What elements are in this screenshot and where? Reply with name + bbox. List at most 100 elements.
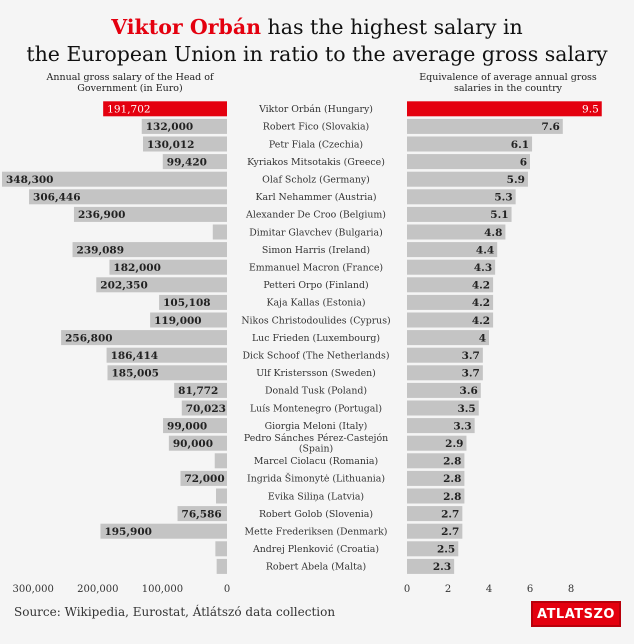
ratio-bar-label: 3.5 bbox=[457, 403, 475, 415]
leader-name-label: Evika Siliņa (Latvia) bbox=[268, 491, 364, 502]
ratio-bar bbox=[407, 330, 489, 346]
atlatszo-logo: ATLATSZO bbox=[531, 601, 621, 627]
salary-bar bbox=[61, 330, 228, 346]
salary-bar bbox=[168, 435, 227, 451]
salary-bar bbox=[215, 541, 227, 557]
salary-axis-tick-label: 200,000 bbox=[77, 584, 118, 595]
ratio-bar-label: 4.2 bbox=[472, 297, 490, 309]
leader-name-label: Dick Schoof (The Netherlands) bbox=[242, 351, 389, 362]
ratio-bar-label: 4.8 bbox=[484, 227, 502, 239]
salary-axis-tick-label: 100,000 bbox=[142, 584, 183, 595]
leader-name-label: Olaf Scholz (Germany) bbox=[262, 175, 370, 186]
leader-name-label: Mette Frederiksen (Denmark) bbox=[245, 527, 388, 538]
leader-name-label: Petr Fiala (Czechia) bbox=[269, 139, 363, 150]
leader-name-label: Luís Montenegro (Portugal) bbox=[250, 403, 382, 414]
ratio-bar bbox=[407, 242, 498, 258]
salary-bar-label: 182,000 bbox=[113, 262, 161, 274]
salary-bar bbox=[103, 101, 227, 117]
ratio-axis-tick-label: 4 bbox=[486, 584, 492, 595]
leader-name-label: Dimitar Glavchev (Bulgaria) bbox=[249, 227, 383, 238]
salary-bar bbox=[143, 136, 227, 152]
leader-name-label: Luc Frieden (Luxembourg) bbox=[252, 333, 380, 344]
salary-bar bbox=[159, 294, 227, 310]
salary-bar bbox=[216, 558, 227, 574]
salary-bar-label: 130,012 bbox=[147, 139, 195, 151]
leader-name-label: Ingrida Šimonytė (Lithuania) bbox=[247, 473, 385, 485]
leader-name-label: Kaja Kallas (Estonia) bbox=[266, 298, 365, 309]
ratio-bar-label: 3.7 bbox=[462, 368, 480, 380]
title-line-1-rest: has the highest salary in bbox=[261, 15, 523, 39]
ratio-bar-label: 4.3 bbox=[474, 262, 492, 274]
salary-bar-label: 81,772 bbox=[178, 385, 218, 397]
ratio-bar-label: 3.3 bbox=[453, 420, 471, 432]
salary-bar-label: 185,005 bbox=[111, 368, 159, 380]
ratio-bar bbox=[407, 277, 494, 293]
ratio-bar bbox=[407, 101, 602, 117]
leader-name-label: Emmanuel Macron (France) bbox=[249, 263, 383, 274]
leader-name-label: Ulf Kristersson (Sweden) bbox=[256, 368, 376, 379]
ratio-bar bbox=[407, 206, 512, 222]
leader-name-label: Kyriakos Mitsotakis (Greece) bbox=[247, 157, 385, 168]
salary-bar bbox=[72, 242, 227, 258]
chart-canvas: 191,702 Viktor Orbán (Hungary) 9.5 132,000 R… bbox=[2, 101, 602, 595]
ratio-bar bbox=[407, 558, 455, 574]
salary-bar-label: 236,900 bbox=[78, 209, 126, 221]
ratio-bar-label: 5.1 bbox=[490, 209, 508, 221]
ratio-bar bbox=[407, 259, 496, 275]
ratio-bar bbox=[407, 224, 506, 240]
ratio-bar-label: 9.5 bbox=[582, 104, 599, 116]
chart-title: Viktor Orbán has the highest salary in t… bbox=[0, 14, 634, 68]
salary-bar bbox=[141, 118, 227, 134]
salary-bar-label: 119,000 bbox=[154, 315, 202, 327]
ratio-bar bbox=[407, 400, 479, 416]
salary-bar bbox=[100, 523, 227, 539]
ratio-bar bbox=[407, 294, 494, 310]
right-subtitle-line-2: salaries in the country bbox=[453, 82, 563, 94]
right-subtitle-line-1: Equivalence of average annual gross bbox=[419, 72, 597, 83]
leader-name-label: Viktor Orbán (Hungary) bbox=[258, 104, 373, 115]
leader-name-label: Robert Golob (Slovenia) bbox=[259, 509, 373, 520]
salary-bar bbox=[214, 453, 227, 469]
leader-name-label: Robert Abela (Malta) bbox=[266, 562, 366, 573]
ratio-bar-label: 7.6 bbox=[542, 121, 560, 133]
title-highlight: Viktor Orbán bbox=[111, 15, 262, 39]
salary-bar-label: 70,023 bbox=[186, 403, 226, 415]
ratio-bar-label: 2.8 bbox=[443, 473, 461, 485]
salary-bar bbox=[107, 365, 227, 381]
salary-bar-label: 239,089 bbox=[77, 244, 125, 256]
salary-bar-label: 191,702 bbox=[107, 104, 150, 116]
salary-bar bbox=[216, 488, 227, 504]
ratio-bar bbox=[407, 418, 475, 434]
salary-bar-label: 90,000 bbox=[173, 438, 213, 450]
salary-bar bbox=[177, 506, 227, 522]
ratio-bar bbox=[407, 523, 463, 539]
leader-name-label: Giorgia Meloni (Italy) bbox=[265, 421, 368, 432]
left-subtitle-line-1: Annual gross salary of the Head of bbox=[46, 72, 214, 83]
ratio-bar bbox=[407, 541, 459, 557]
salary-bar bbox=[212, 224, 227, 240]
salary-bar-label: 76,586 bbox=[182, 508, 222, 520]
leader-name-label: Petteri Orpo (Finland) bbox=[263, 280, 368, 291]
salary-bar-label: 186,414 bbox=[111, 350, 158, 362]
leader-name-label: Nikos Christodoulides (Cyprus) bbox=[241, 315, 390, 326]
ratio-bar-label: 6.1 bbox=[511, 139, 529, 151]
salary-bar-label: 202,350 bbox=[100, 280, 148, 292]
leader-name-label: Simon Harris (Ireland) bbox=[262, 245, 370, 256]
ratio-axis-tick-label: 6 bbox=[527, 584, 533, 595]
ratio-bar-label: 2.7 bbox=[441, 526, 459, 538]
leader-name-label: Alexander De Croo (Belgium) bbox=[245, 210, 386, 221]
salary-bar-label: 256,800 bbox=[65, 332, 113, 344]
ratio-bar-label: 4.2 bbox=[472, 315, 490, 327]
salary-bar bbox=[181, 400, 227, 416]
ratio-bar bbox=[407, 365, 483, 381]
salary-bar-label: 99,000 bbox=[167, 420, 207, 432]
salary-axis-tick-label: 0 bbox=[224, 584, 230, 595]
left-subtitle-line-2: Government (in Euro) bbox=[77, 82, 183, 94]
ratio-bar bbox=[407, 435, 467, 451]
ratio-bar-label: 2.7 bbox=[441, 508, 459, 520]
salary-bar-label: 306,446 bbox=[33, 192, 81, 204]
salary-axis-tick-label: 300,000 bbox=[13, 584, 54, 595]
title-line-2: the European Union in ratio to the avera… bbox=[26, 42, 608, 66]
ratio-bar bbox=[407, 118, 563, 134]
ratio-bar-label: 4 bbox=[479, 332, 486, 344]
